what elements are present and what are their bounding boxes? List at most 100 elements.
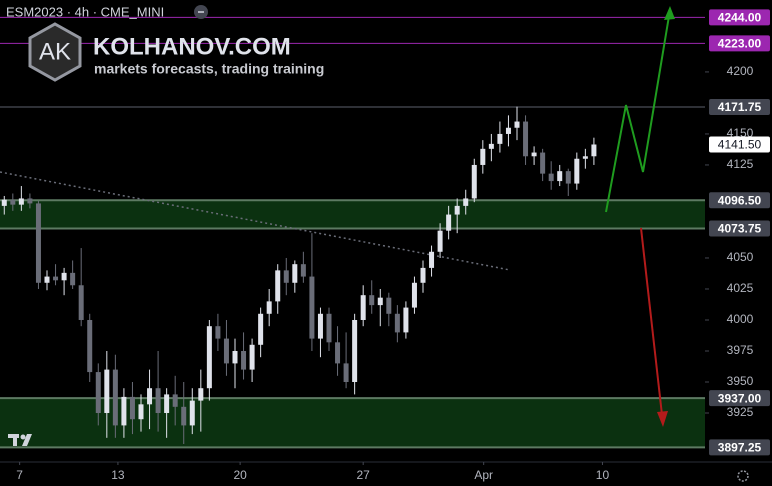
candle-body — [10, 199, 16, 205]
candle-body — [335, 342, 341, 364]
settings-icon[interactable] — [737, 470, 749, 482]
candle-body — [505, 127, 511, 134]
candle-body — [61, 272, 67, 281]
candle-body — [215, 326, 221, 339]
price-badge-label: 4171.75 — [718, 100, 762, 114]
candle-body — [317, 313, 323, 339]
candle-body — [454, 205, 460, 215]
candle-body — [241, 350, 247, 370]
candle-body — [446, 214, 452, 231]
x-tick-label: Apr — [474, 468, 493, 482]
candle-body — [283, 270, 289, 283]
candle-body — [155, 388, 161, 414]
price-badge — [709, 136, 770, 153]
candle-body — [369, 295, 375, 306]
candle-body — [112, 369, 118, 426]
candle-body — [463, 198, 469, 206]
price-badge-label: 4096.50 — [718, 193, 762, 207]
candle-body — [181, 406, 187, 426]
zone — [0, 200, 705, 229]
candle-body — [565, 171, 571, 184]
y-tick-label: 3975 — [727, 343, 754, 357]
arrow-head — [657, 411, 668, 427]
y-tick-label: 4050 — [727, 250, 754, 264]
candle-body — [258, 313, 264, 345]
candle-body — [292, 264, 298, 283]
tv-logo-part — [13, 434, 17, 446]
candle-body — [514, 121, 520, 128]
candle-body — [309, 276, 315, 339]
candle-body — [471, 164, 477, 199]
x-tick-label: 7 — [16, 468, 23, 482]
candle-body — [523, 121, 529, 157]
price-badge-label: 4244.00 — [718, 11, 762, 25]
candle-body — [121, 396, 127, 426]
price-badge — [709, 192, 770, 209]
candle-body — [87, 319, 93, 373]
candle-body — [44, 276, 50, 283]
down-scenario-arrow — [640, 227, 663, 416]
price-badge — [709, 439, 770, 456]
candle-body — [27, 198, 33, 204]
candle-body — [300, 264, 306, 277]
y-tick-label: 4025 — [727, 281, 754, 295]
candle-body — [189, 400, 195, 426]
candle-body — [497, 133, 503, 144]
y-tick-label: 3950 — [727, 374, 754, 388]
price-badge-label: 3937.00 — [718, 391, 762, 405]
time-axis: 7 13 20 27 Apr 10 — [16, 462, 609, 482]
candle-body — [352, 319, 358, 383]
candle-body — [53, 276, 59, 281]
price-badge-label: 4141.50 — [718, 138, 762, 152]
candle-body — [249, 344, 255, 370]
candle-body — [164, 394, 170, 414]
candle-body — [223, 338, 229, 364]
logo-initials: AK — [39, 38, 71, 65]
logo-badge — [28, 22, 82, 82]
candle-body — [206, 326, 212, 389]
candles — [1, 106, 597, 445]
candle-body — [18, 198, 24, 205]
candle-body — [394, 313, 400, 333]
candle-body — [591, 144, 597, 157]
candle-body — [411, 282, 417, 308]
candle-body — [557, 171, 563, 182]
price-badge-label: 4223.00 — [718, 37, 762, 51]
candle-body — [198, 388, 204, 401]
candle-body — [386, 297, 392, 314]
candle-body — [480, 148, 486, 165]
candle-body — [403, 307, 409, 333]
x-tick-label: 27 — [357, 468, 371, 482]
price-badge — [709, 220, 770, 237]
price-badge — [709, 390, 770, 407]
candle-body — [78, 285, 84, 320]
candle-body — [574, 158, 580, 184]
candle-body — [343, 363, 349, 383]
candle-body — [147, 388, 153, 405]
x-tick-label: 13 — [111, 468, 125, 482]
tv-logo-part — [20, 434, 26, 440]
candle-body — [488, 143, 494, 149]
candle-body — [70, 272, 76, 286]
y-tick-label: 3925 — [727, 405, 754, 419]
candle-body — [138, 404, 144, 420]
arrow-head — [664, 6, 675, 20]
candle-body — [437, 230, 443, 252]
x-tick-label: 10 — [596, 468, 610, 482]
candle-body — [129, 396, 135, 420]
candle-body — [104, 369, 110, 414]
y-tick-label: 4125 — [727, 157, 754, 171]
brand-name: KOLHANOV.COM — [93, 33, 291, 60]
y-tick-label: 4200 — [727, 64, 754, 78]
price-badge — [709, 35, 770, 52]
price-axis: 3925395039754000402540504125415042004244… — [705, 0, 772, 462]
candle-body — [429, 251, 435, 268]
trend-line — [0, 171, 511, 271]
candle-body — [540, 152, 546, 174]
tv-logo — [8, 434, 32, 446]
price-badge — [709, 9, 770, 26]
up-scenario-arrow — [605, 9, 671, 213]
candle-body — [582, 156, 588, 159]
